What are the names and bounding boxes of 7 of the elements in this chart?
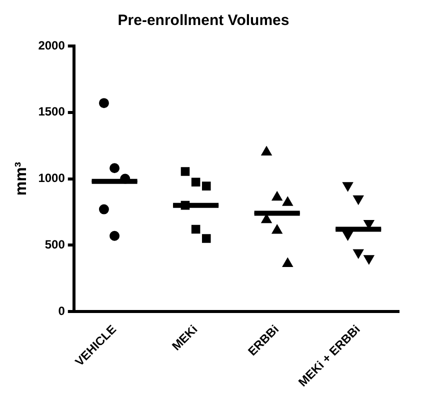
y-tick-label: 1000 [38, 171, 66, 186]
y-tick-label: 0 [58, 304, 66, 318]
y-tick-label: 2000 [38, 38, 66, 52]
chart-title: Pre-enrollment Volumes [118, 12, 290, 30]
y-tick-label: 1500 [38, 104, 66, 119]
y-axis-title: mm³ [13, 162, 30, 196]
y-tick-label: 500 [44, 237, 66, 252]
